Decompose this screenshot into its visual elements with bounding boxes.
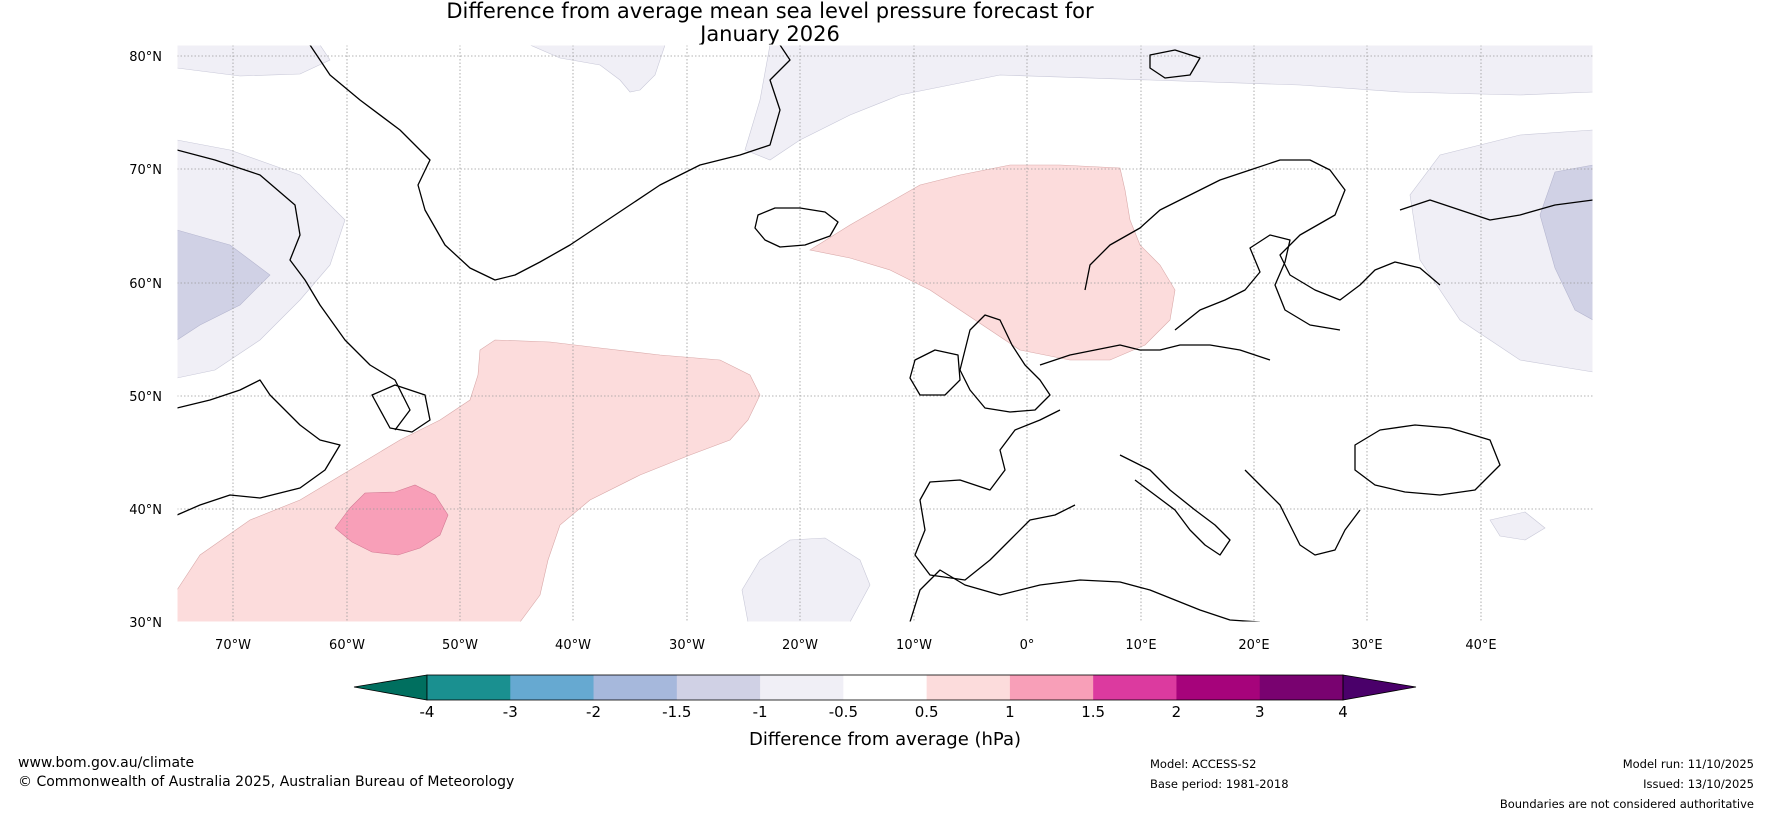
cbar-tick: -4 xyxy=(420,703,435,721)
anomaly-region-atlantic xyxy=(177,339,761,622)
graticule xyxy=(177,45,1593,622)
colorbar-segment xyxy=(427,675,511,700)
colorbar-segments xyxy=(427,675,1344,700)
anomaly-region-turkey xyxy=(1489,511,1546,541)
colorbar-under-arrow xyxy=(353,674,428,701)
lon-label-30w: 30°W xyxy=(669,638,705,653)
lon-label-40w: 40°W xyxy=(555,638,591,653)
coastline-svalbard xyxy=(1149,49,1201,79)
lat-label-50n: 50°N xyxy=(129,390,162,405)
colorbar-outline xyxy=(426,674,1344,701)
coastline-ireland xyxy=(909,349,961,396)
colorbar-segment xyxy=(843,675,928,700)
colorbar-label: Difference from average (hPa) xyxy=(749,729,1021,750)
coastline-scandinavia xyxy=(1084,159,1441,301)
colorbar-segment xyxy=(1176,675,1261,700)
colorbar-segment xyxy=(926,675,1011,700)
coastline-russia-north xyxy=(1399,199,1593,221)
title-line-2: January 2026 xyxy=(700,22,840,46)
footer-disclaimer: Boundaries are not considered authoritat… xyxy=(1499,797,1754,811)
footer-copyright: © Commonwealth of Australia 2025, Austra… xyxy=(18,774,515,790)
colorbar-segment xyxy=(510,675,595,700)
footer-base-period: Base period: 1981-2018 xyxy=(1150,777,1289,791)
anomaly-shading xyxy=(177,45,1593,622)
cbar-tick: -1.5 xyxy=(662,703,691,721)
longitude-labels: 70°W 60°W 50°W 40°W 30°W 20°W 10°W 0° 10… xyxy=(215,638,1497,653)
coastline-greenland xyxy=(309,45,791,281)
coastline-france-iberia xyxy=(914,409,1076,581)
cbar-tick: -3 xyxy=(503,703,518,721)
lat-label-70n: 70°N xyxy=(129,163,162,178)
colorbar-segment xyxy=(593,675,678,700)
cbar-tick: -2 xyxy=(586,703,601,721)
latitude-labels: 80°N 70°N 60°N 50°N 40°N 30°N xyxy=(129,50,162,631)
footer-issued: Issued: 13/10/2025 xyxy=(1643,777,1754,791)
lon-label-20w: 20°W xyxy=(782,638,818,653)
lat-label-40n: 40°N xyxy=(129,503,162,518)
coastline-western-europe xyxy=(1039,344,1271,366)
anomaly-region-svalbard xyxy=(744,45,1593,161)
anomaly-region-labrador xyxy=(177,139,346,379)
coastline-black-sea xyxy=(1354,424,1501,496)
anomaly-region-north-sea xyxy=(809,164,1176,361)
colorbar-segment xyxy=(1009,675,1094,700)
lon-label-10e: 10°E xyxy=(1125,638,1156,653)
lon-label-30e: 30°E xyxy=(1351,638,1382,653)
cbar-tick: -1 xyxy=(753,703,768,721)
footer-url: www.bom.gov.au/climate xyxy=(18,755,195,771)
lon-label-60w: 60°W xyxy=(329,638,365,653)
title-line-1: Difference from average mean sea level p… xyxy=(446,0,1094,23)
cbar-tick: 1.5 xyxy=(1081,703,1105,721)
anomaly-region-russia-core xyxy=(1539,164,1593,321)
colorbar-tick-labels: -4 -3 -2 -1.5 -1 -0.5 0.5 1 1.5 2 3 4 xyxy=(420,703,1348,721)
cbar-tick: 2 xyxy=(1172,703,1182,721)
colorbar-segment xyxy=(1093,675,1177,700)
lon-label-0: 0° xyxy=(1020,638,1035,653)
map-title: Difference from average mean sea level p… xyxy=(0,0,1540,46)
cbar-tick: 4 xyxy=(1338,703,1348,721)
coastline-uk xyxy=(959,314,1051,413)
cbar-tick: -0.5 xyxy=(829,703,858,721)
lon-label-10w: 10°W xyxy=(896,638,932,653)
lon-label-40e: 40°E xyxy=(1465,638,1496,653)
cbar-tick: 3 xyxy=(1255,703,1265,721)
coastline-canada-south xyxy=(177,379,341,516)
colorbar-segment xyxy=(676,675,761,700)
lon-label-50w: 50°W xyxy=(442,638,478,653)
anomaly-region-gulf-stream xyxy=(334,484,449,556)
coastline-north-africa xyxy=(909,569,1261,622)
coastlines xyxy=(177,45,1593,622)
anomaly-region-russia xyxy=(1409,129,1593,373)
footer-model-run: Model run: 11/10/2025 xyxy=(1622,757,1754,771)
anomaly-region-arctic-west xyxy=(177,45,331,77)
lon-label-20e: 20°E xyxy=(1238,638,1269,653)
footer-model: Model: ACCESS-S2 xyxy=(1150,757,1257,771)
coastline-italy xyxy=(1119,454,1231,556)
colorbar-segment xyxy=(1259,675,1344,700)
anomaly-region-labrador-core xyxy=(177,229,271,341)
colorbar-segment xyxy=(760,675,844,700)
coastline-canada-north xyxy=(177,149,411,431)
map-frame xyxy=(176,44,1594,623)
lat-label-60n: 60°N xyxy=(129,277,162,292)
coastline-balkans-greece xyxy=(1244,469,1361,556)
anomaly-region-azores xyxy=(741,537,871,622)
cbar-tick: 1 xyxy=(1005,703,1015,721)
colorbar-over-arrow xyxy=(1342,674,1417,701)
colorbar: -4 -3 -2 -1.5 -1 -0.5 0.5 1 1.5 2 3 4 Di… xyxy=(353,674,1417,750)
lon-label-70w: 70°W xyxy=(215,638,251,653)
cbar-tick: 0.5 xyxy=(915,703,939,721)
lat-label-80n: 80°N xyxy=(129,50,162,65)
coastline-newfoundland xyxy=(371,384,431,433)
lat-label-30n: 30°N xyxy=(129,616,162,631)
coastline-iceland xyxy=(754,207,839,248)
coastline-baltic xyxy=(1174,234,1341,331)
